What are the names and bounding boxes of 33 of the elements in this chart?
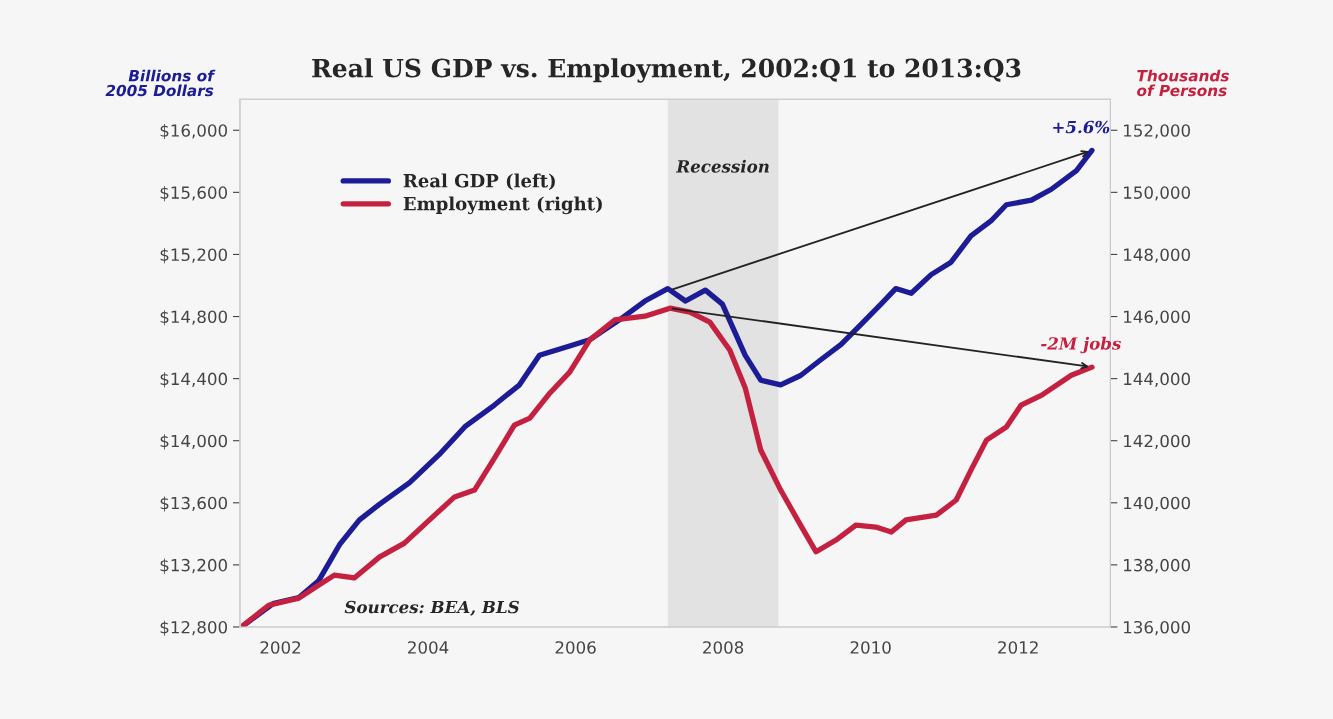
y2-tick-label: 138,000 [1124,558,1191,574]
x-tick-label: 2012 [998,641,1038,654]
y2-tick-label: 148,000 [1124,248,1191,263]
y-tick-label: $15,600 [160,186,228,202]
x-tick-label: 2006 [555,641,596,654]
y-tick-label: $14,800 [160,310,228,326]
y2-tick-label: 150,000 [1124,186,1191,201]
x-tick-label: 2002 [260,641,301,654]
band-label: Recession [675,159,769,173]
chart-title: Real US GDP vs. Employment, 2002:Q1 to 2013:Q3 [312,58,1021,83]
y2-tick-label: 152,000 [1124,124,1191,139]
y2-axis-title: Thousands of Persons [1137,69,1229,97]
y-tick-label: $13,600 [160,496,228,512]
x-tick-label: 2004 [408,641,449,654]
x-tick-label: 2010 [850,641,891,654]
annotation: +5.6% [1053,120,1110,134]
y-tick-label: $15,200 [160,248,228,264]
y2-tick-label: 142,000 [1124,434,1191,449]
y2-tick-label: 136,000 [1124,620,1191,636]
x-tick-label: 2008 [703,641,744,654]
annotation: -2M jobs [1041,336,1121,354]
y-tick-label: $14,000 [160,434,228,450]
y2-tick-label: 146,000 [1124,310,1191,325]
annotation: Sources: BEA, BLS [344,600,520,616]
y-axis-title: Billions of 2005 Dollars [105,69,216,97]
legend-label: Employment (right) [403,196,602,215]
legend-label: Real GDP (left) [403,173,555,191]
y2-tick-label: 140,000 [1124,496,1191,512]
y-tick-label: $12,800 [160,620,228,636]
y-tick-label: $13,200 [160,558,228,574]
y2-tick-label: 144,000 [1124,372,1191,387]
y-tick-label: $14,400 [160,372,228,388]
y-tick-label: $16,000 [160,123,228,140]
